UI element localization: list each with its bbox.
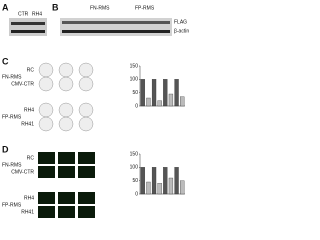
group-label: FN-RMS — [2, 74, 22, 80]
bar — [180, 180, 185, 195]
row-label: RH41 — [21, 121, 34, 127]
y-tick-label: 100 — [130, 165, 139, 171]
micrograph — [78, 206, 95, 218]
bar — [163, 79, 168, 107]
panel-label: A — [2, 2, 9, 12]
panel-label: D — [2, 144, 9, 154]
micrograph — [78, 166, 95, 178]
micrograph — [78, 192, 95, 204]
bar — [151, 79, 157, 107]
well — [78, 62, 94, 78]
y-tick-label: 0 — [135, 103, 138, 109]
band — [11, 30, 45, 33]
well — [38, 102, 54, 118]
micrograph — [58, 166, 75, 178]
well — [58, 116, 74, 132]
y-tick-label: 150 — [130, 63, 139, 69]
well — [58, 76, 74, 92]
well — [58, 102, 74, 118]
bar — [174, 167, 179, 195]
row-label: CMV-CTR — [11, 169, 34, 175]
group-label: FP-RMS — [2, 202, 22, 208]
header: RH4 — [32, 11, 42, 17]
y-tick-label: 50 — [132, 90, 138, 96]
page: A CTR RH4 B FN-RMS FP-RMS FLAG β-actin C… — [2, 2, 190, 218]
well — [78, 102, 94, 118]
bar — [168, 93, 174, 107]
well — [78, 76, 94, 92]
micrograph — [38, 206, 55, 218]
well — [38, 76, 54, 92]
well — [38, 116, 54, 132]
bar — [140, 167, 145, 195]
band — [62, 21, 170, 24]
well — [78, 116, 94, 132]
row-label: β-actin — [174, 28, 189, 34]
row-label: RC — [27, 155, 35, 161]
micrograph — [38, 192, 55, 204]
figure: A CTR RH4 B FN-RMS FP-RMS FLAG β-actin C… — [2, 2, 189, 218]
group-label: FP-RMS — [2, 114, 22, 120]
header: CTR — [18, 11, 29, 17]
y-tick-label: 100 — [130, 77, 139, 83]
row-label: RC — [27, 67, 35, 73]
micrograph — [38, 166, 55, 178]
micrograph — [58, 206, 75, 218]
bar — [168, 177, 174, 195]
bar — [146, 181, 151, 195]
well — [58, 62, 74, 78]
bar — [140, 79, 145, 107]
blot — [60, 18, 172, 36]
panel-label: B — [52, 2, 59, 12]
micrograph — [58, 192, 75, 204]
row-label: RH4 — [24, 195, 34, 201]
y-tick-label: 50 — [132, 178, 138, 184]
bar — [157, 100, 162, 107]
group-label: FP-RMS — [135, 5, 155, 11]
y-tick-label: 150 — [130, 151, 139, 157]
band — [11, 22, 45, 25]
row-label: RH41 — [21, 209, 34, 215]
well — [38, 62, 54, 78]
micrograph — [78, 152, 95, 164]
row-label: CMV-CTR — [11, 81, 34, 87]
bar — [180, 96, 185, 107]
y-tick-label: 0 — [135, 191, 138, 197]
panel-label: C — [2, 56, 9, 66]
bar — [163, 167, 168, 195]
group-label: FN-RMS — [2, 162, 22, 168]
bar — [151, 167, 157, 195]
row-label: FLAG — [174, 19, 187, 25]
blot — [9, 18, 47, 36]
bar — [146, 97, 151, 107]
group-label: FN-RMS — [90, 5, 110, 11]
band — [62, 30, 170, 33]
micrograph — [38, 152, 55, 164]
bar — [157, 183, 162, 195]
bar — [174, 79, 179, 107]
micrograph — [58, 152, 75, 164]
row-label: RH4 — [24, 107, 34, 113]
